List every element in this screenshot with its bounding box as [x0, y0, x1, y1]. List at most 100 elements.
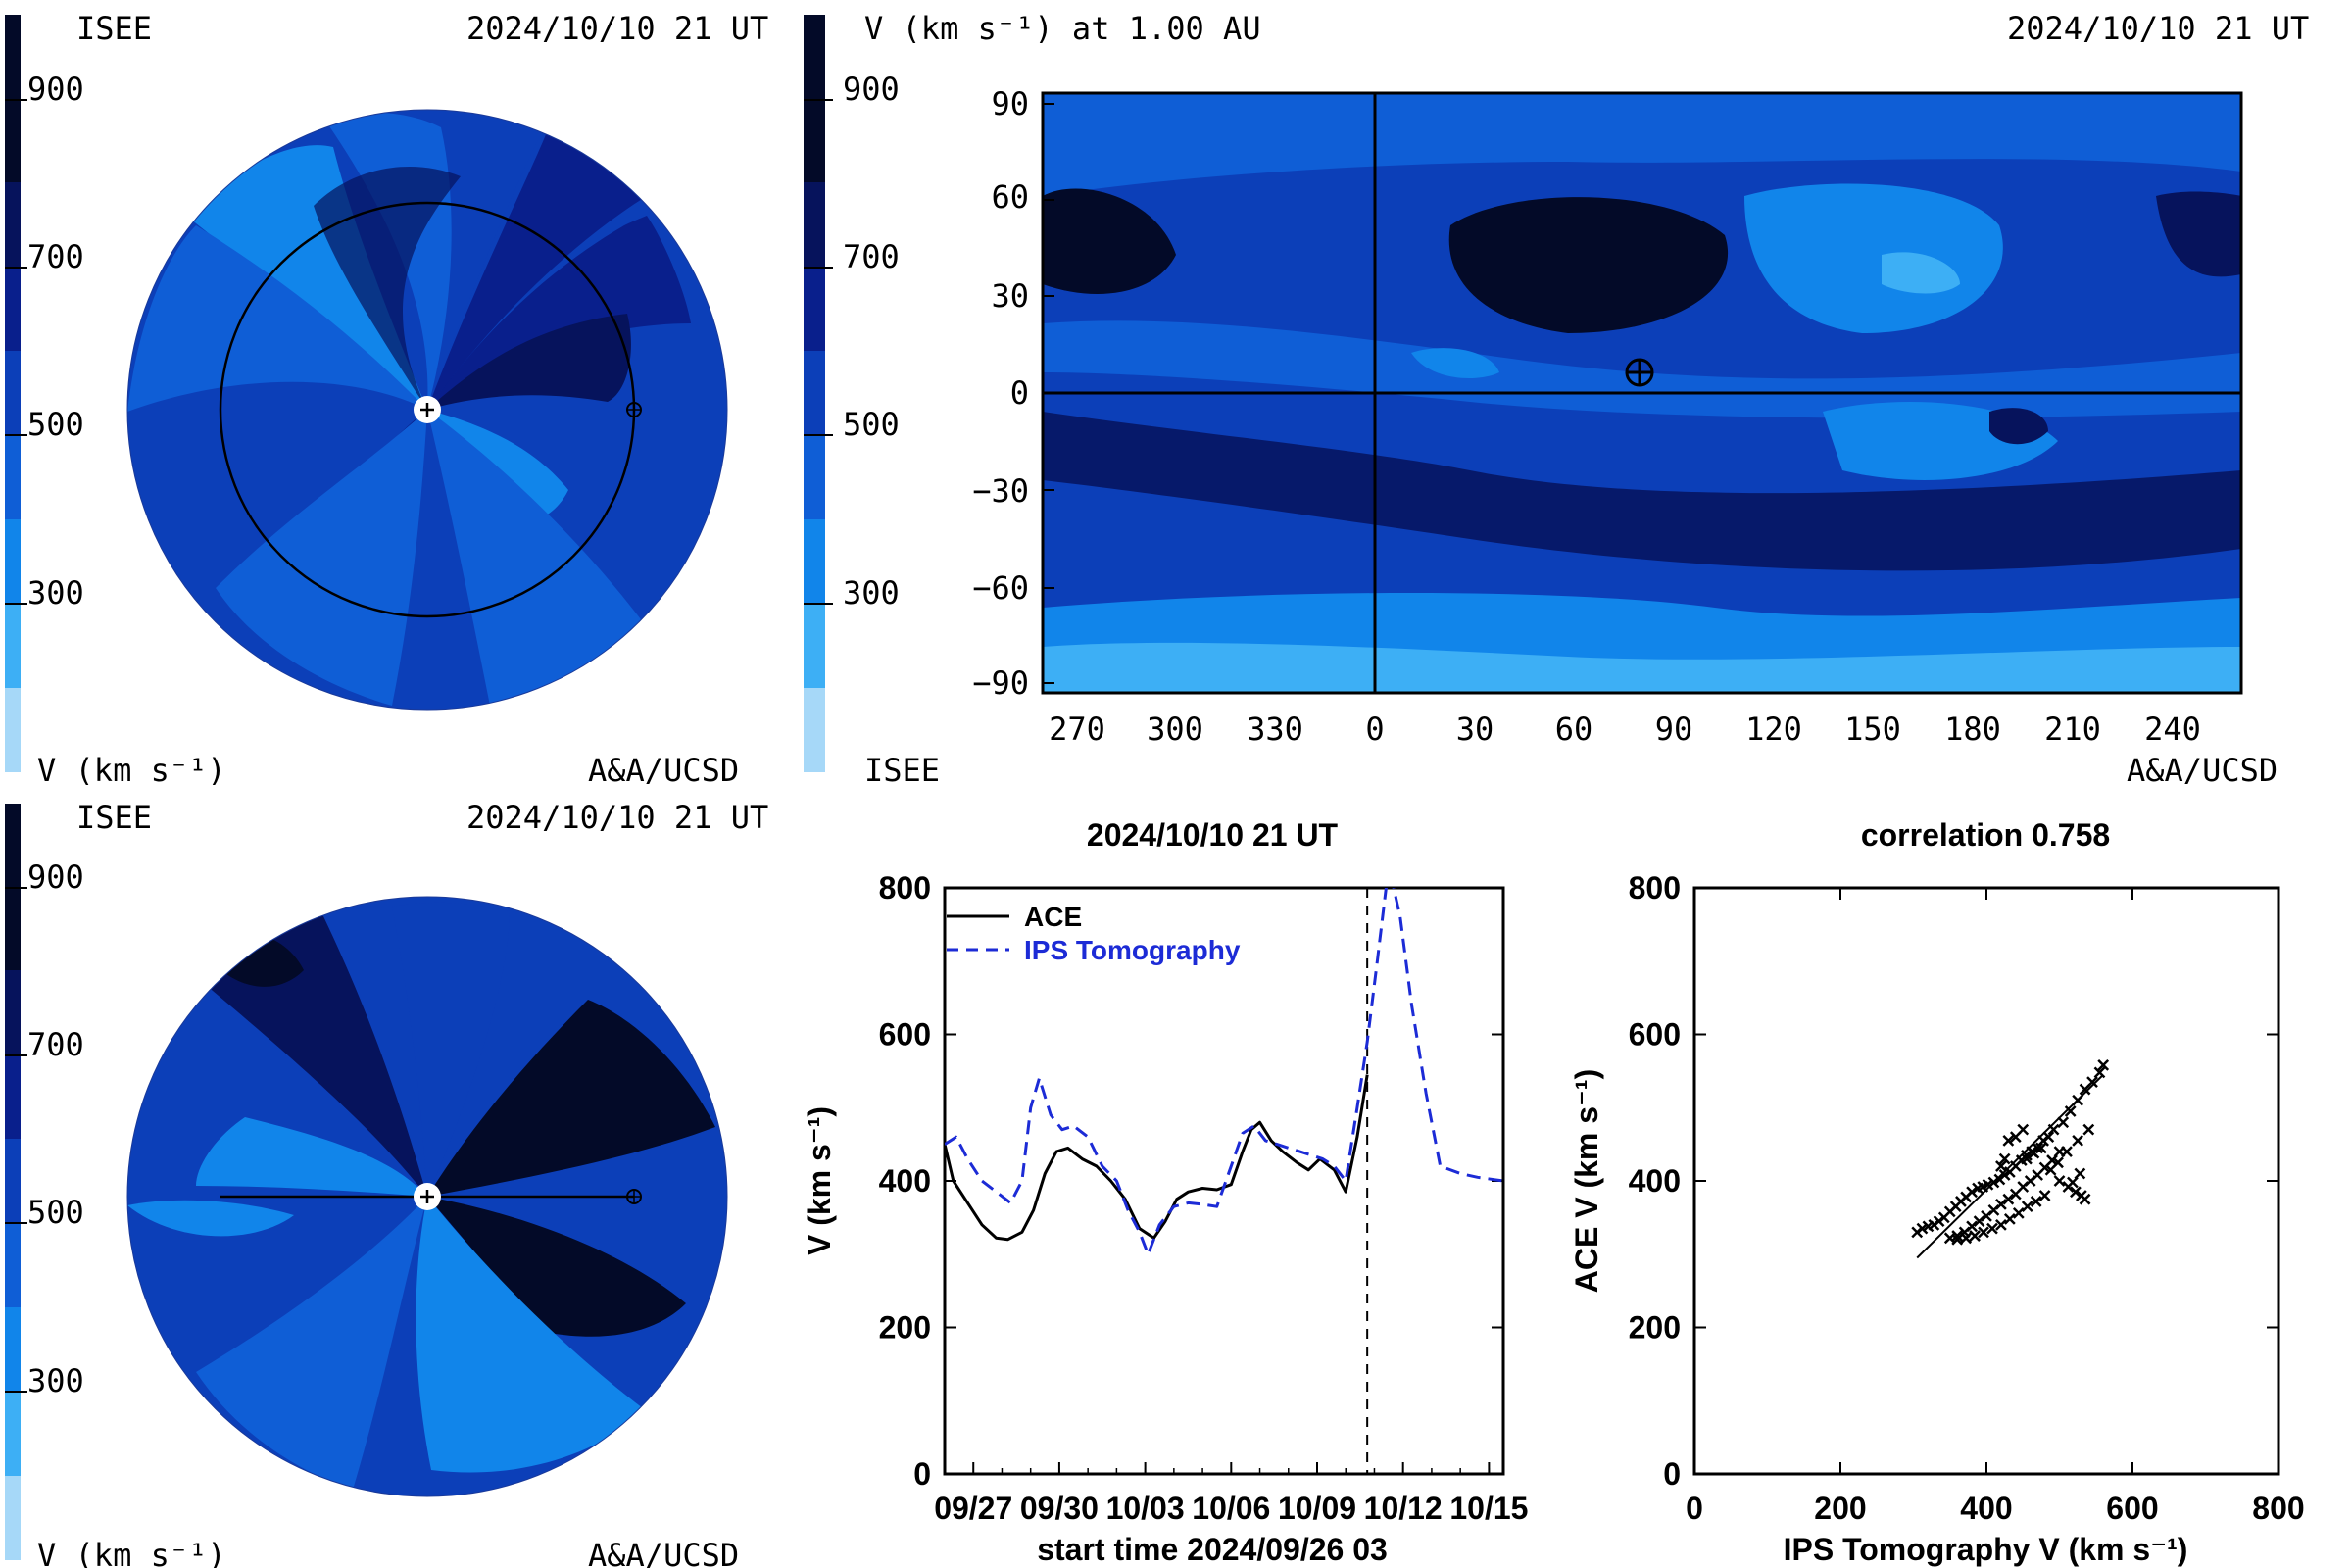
- sc-ytick-label: 200: [1629, 1310, 1681, 1346]
- scatter-point: [2070, 1186, 2082, 1199]
- map-xtick-60: 60: [1555, 710, 1593, 748]
- map-ytick-m30: −30: [972, 472, 1029, 510]
- timeseries-title: 2024/10/10 21 UT: [1087, 817, 1339, 853]
- timeseries-legend: ACE IPS Tomography: [947, 902, 1241, 965]
- ts-ytick-label: 0: [913, 1456, 931, 1492]
- scatter-x-ticks: 0 200 400 600 800: [1686, 888, 2305, 1526]
- footer-velocity-unit: V (km s⁻¹): [37, 752, 226, 789]
- sc-ytick-label: 600: [1629, 1017, 1681, 1053]
- regression-line: [1916, 1073, 2104, 1259]
- footer-credit: A&A/UCSD: [588, 752, 739, 789]
- colorbar-bl-tick-300: 300: [27, 1362, 84, 1399]
- earth-icon-map: [1625, 358, 1654, 387]
- scatter-point: [2053, 1175, 2066, 1187]
- sun-icon-meridional: [414, 1183, 441, 1210]
- sc-ytick-label: 800: [1629, 870, 1681, 906]
- map-xtick-210: 210: [2044, 710, 2101, 748]
- scatter-point: [1966, 1186, 1978, 1199]
- colorbar-bl-tick-900: 900: [27, 858, 84, 896]
- colorbar-right-tick-700: 700: [843, 238, 900, 275]
- scatter-xlabel: IPS Tomography V (km s⁻¹): [1784, 1532, 2188, 1567]
- scatter-point: [2097, 1059, 2110, 1071]
- ts-xtick-label: 10/03: [1106, 1491, 1185, 1526]
- ts-xtick-label: 10/06: [1192, 1491, 1270, 1526]
- ace-series-line: [945, 1074, 1369, 1242]
- scatter-point: [2002, 1135, 2015, 1147]
- timeseries-plot-area: [945, 888, 1503, 1474]
- scatter-point: [2047, 1123, 2060, 1136]
- scatter-point: [2009, 1131, 2022, 1144]
- scatter-point: [1998, 1152, 2011, 1165]
- ts-xtick-label: 10/12: [1364, 1491, 1443, 1526]
- scatter-point: [2079, 1193, 2091, 1205]
- map-x-axis: 270 300 330 0 30 60 90 120 150 180 210 2…: [1049, 710, 2201, 748]
- timeseries-frame: [943, 886, 1505, 1476]
- velocity-disk-equatorial: [126, 109, 728, 710]
- map-ytick-30: 30: [991, 277, 1029, 315]
- map-y-axis: 90 60 30 0 −30 −60 −90: [972, 85, 1054, 702]
- map-xtick-150: 150: [1844, 710, 1901, 748]
- scatter-point: [1978, 1226, 1989, 1239]
- colorbar-tick-700: 700: [27, 238, 84, 275]
- map-header-timestamp: 2024/10/10 21 UT: [2007, 10, 2309, 47]
- colorbar-top-right: 900 700 500 300: [804, 15, 900, 772]
- colorbar-right-tick-900: 900: [843, 71, 900, 108]
- scatter-point: [2034, 1142, 2047, 1154]
- timeseries-xlabel: start time 2024/09/26 03: [1037, 1532, 1388, 1567]
- earth-icon: [626, 402, 642, 417]
- scatter-point: [1995, 1199, 2007, 1210]
- colorbar-top-left: 900 700 500 300: [5, 15, 84, 772]
- colorbar-tick-900: 900: [27, 71, 84, 108]
- ts-ytick-label: 400: [879, 1163, 931, 1199]
- scatter-plot-area: [1911, 1059, 2110, 1259]
- header-left-isee: ISEE: [76, 10, 152, 47]
- map-ytick-90: 90: [991, 85, 1029, 122]
- sc-ytick-label: 0: [1663, 1456, 1681, 1492]
- scatter-point: [2067, 1176, 2079, 1189]
- scatter-point: [2057, 1116, 2070, 1129]
- ts-ytick-label: 200: [879, 1310, 931, 1346]
- scatter-point: [2082, 1123, 2095, 1136]
- scatter-point: [1973, 1215, 1985, 1227]
- scatter-point: [2042, 1131, 2055, 1144]
- colorbar-tick-300: 300: [27, 574, 84, 612]
- timeseries-x-ticks: 09/27 09/30 10/03 10/06 10/09 10/12 10/15: [934, 1462, 1528, 1526]
- scatter-point: [2061, 1146, 2073, 1157]
- scatter-point: [2093, 1066, 2106, 1079]
- scatter-point: [1951, 1233, 1964, 1246]
- scatter-point: [2028, 1147, 2040, 1159]
- map-xtick-30: 30: [1456, 710, 1494, 748]
- sc-ytick-label: 400: [1629, 1163, 1681, 1199]
- map-xtick-180: 180: [1944, 710, 2001, 748]
- map-xtick-90: 90: [1655, 710, 1693, 748]
- ts-xtick-label: 09/27: [934, 1491, 1012, 1526]
- colorbar-bl-tick-500: 500: [27, 1194, 84, 1231]
- scatter-point: [2072, 1094, 2084, 1106]
- sun-icon: [414, 396, 441, 423]
- scatter-point: [1951, 1230, 1964, 1242]
- scatter-y-ticks: 0 200 400 600 800: [1629, 870, 2278, 1492]
- map-footer-isee: ISEE: [864, 752, 940, 789]
- bl-footer-velocity-unit: V (km s⁻¹): [37, 1537, 226, 1568]
- timeseries-y-ticks: 0 200 400 600 800: [879, 870, 1503, 1492]
- map-ytick-m60: −60: [972, 569, 1029, 607]
- velocity-disk-meridional: [126, 896, 728, 1497]
- bl-header-isee: ISEE: [76, 799, 152, 836]
- synoptic-velocity-map: [1041, 91, 2243, 695]
- map-xtick-240: 240: [2144, 710, 2201, 748]
- scatter-point: [1966, 1220, 1978, 1233]
- bottom-left-panel: 900 700 500 300 ISEE 2024/10/10 21 UT V …: [5, 799, 768, 1568]
- sc-xtick-label: 600: [2106, 1491, 2158, 1526]
- map-ytick-m90: −90: [972, 664, 1029, 702]
- scatter-point: [2064, 1105, 2077, 1117]
- scatter-panel: correlation 0.758 0 200 400 600 800 0 200 400 6…: [1569, 817, 2305, 1567]
- ts-ytick-label: 800: [879, 870, 931, 906]
- scatter-ylabel: ACE V (km s⁻¹): [1569, 1069, 1604, 1293]
- sc-xtick-label: 200: [1814, 1491, 1866, 1526]
- ips-tomography-series-line: [945, 888, 1503, 1256]
- scatter-point: [2038, 1190, 2051, 1201]
- map-xtick-270: 270: [1049, 710, 1105, 748]
- legend-ips-label: IPS Tomography: [1024, 935, 1241, 965]
- colorbar-right-tick-500: 500: [843, 406, 900, 443]
- top-right-panel: 900 700 500 300 V (km s⁻¹) at 1.00 AU 20…: [804, 10, 2309, 789]
